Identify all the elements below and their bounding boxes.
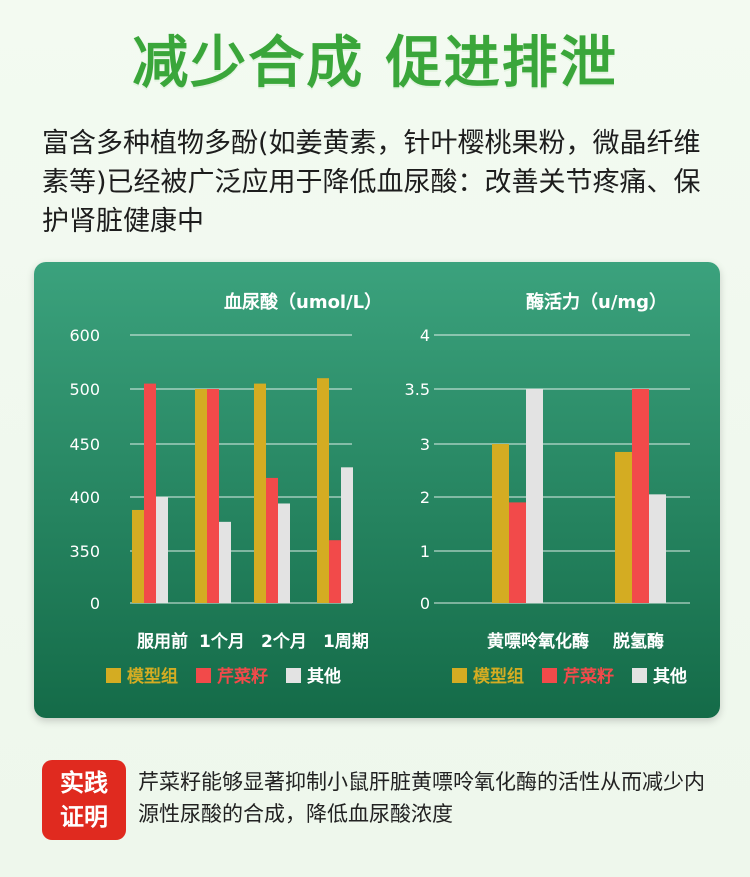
chart-1-legend-swatch: [632, 668, 647, 683]
chart-1-bar: [615, 451, 632, 603]
chart-0-ytick: 0: [90, 594, 100, 613]
badge-line-2: 证明: [60, 803, 108, 831]
intro-text: 富含多种植物多酚(如姜黄素，针叶樱桃果粉，微晶纤维素等)已经被广泛应用于降低血尿…: [42, 128, 701, 237]
chart-1-legend-label: 芹菜籽: [563, 666, 614, 687]
chart-0-bar: [317, 378, 329, 603]
chart-1-legend-swatch: [542, 668, 557, 683]
chart-0-bar: [254, 383, 266, 603]
chart-0-ytick: 600: [69, 326, 100, 345]
chart-0-title: 血尿酸（umol/L）: [224, 291, 382, 313]
chart-0-xtick: 1个月: [199, 631, 245, 652]
chart-1-bar: [649, 494, 666, 603]
chart-0-bar: [341, 467, 353, 603]
chart-1-bar: [526, 389, 543, 603]
chart-0-legend-label: 模型组: [127, 666, 178, 687]
footer-text: 芹菜籽能够显著抑制小鼠肝脏黄嘌呤氧化酶的活性从而减少内源性尿酸的合成，降低血尿酸…: [138, 770, 705, 826]
proof-badge: 实践 证明: [42, 760, 126, 840]
chart-0-legend-swatch: [196, 668, 211, 683]
chart-0-ytick: 350: [69, 542, 100, 561]
chart-1-ytick: 2: [420, 488, 430, 507]
charts-svg: 血尿酸（umol/L） 0 350 400 450 500 600 服用前 1个月 2个月 1周期模…: [69, 291, 690, 687]
badge-line-1: 实践: [60, 769, 108, 797]
chart-1-bar: [632, 389, 649, 603]
chart-0-legend-swatch: [286, 668, 301, 683]
chart-0-bar: [266, 477, 278, 603]
chart-1-xtick: 黄嘌呤氧化酶: [487, 631, 589, 652]
chart-1-title: 酶活力（u/mg）: [526, 291, 667, 313]
chart-1-ytick: 4: [420, 326, 430, 345]
chart-0-legend-swatch: [106, 668, 121, 683]
chart-1-legend-label: 其他: [653, 666, 687, 687]
chart-0-ytick: 400: [69, 488, 100, 507]
chart-0-bar: [156, 497, 168, 603]
chart-0-bar: [219, 521, 231, 603]
chart-1-bar: [509, 502, 526, 603]
chart-0-ytick: 450: [69, 435, 100, 454]
chart-1-xtick: 脱氢酶: [613, 631, 664, 652]
chart-0-bar: [144, 383, 156, 603]
chart-0-bar: [278, 503, 290, 603]
chart-1-bar: [492, 444, 509, 603]
chart-1-ytick: 0: [420, 594, 430, 613]
chart-1-legend-swatch: [452, 668, 467, 683]
chart-0-bar: [329, 540, 341, 603]
chart-1-legend-label: 模型组: [473, 666, 524, 687]
chart-0-legend-label: 芹菜籽: [217, 666, 268, 687]
chart-1-ytick: 1: [420, 542, 430, 561]
chart-0-bar: [132, 509, 144, 603]
chart-0-xtick: 1周期: [323, 632, 369, 652]
chart-0-xtick: 服用前: [137, 631, 188, 652]
chart-panel: 血尿酸（umol/L） 0 350 400 450 500 600 服用前 1个月 2个月 1周期模…: [34, 262, 720, 718]
chart-0-bar: [207, 389, 219, 603]
page-title: 减少合成 促进排泄: [132, 31, 618, 96]
chart-0-legend-label: 其他: [307, 666, 341, 687]
chart-0-xtick: 2个月: [261, 631, 307, 652]
chart-0-ytick: 500: [69, 380, 100, 399]
footer: 实践 证明 芹菜籽能够显著抑制小鼠肝脏黄嘌呤氧化酶的活性从而减少内源性尿酸的合成…: [42, 760, 722, 840]
chart-0-bar: [195, 389, 207, 603]
chart-1-ytick: 3: [420, 435, 430, 454]
chart-1-ytick: 3.5: [405, 380, 430, 399]
